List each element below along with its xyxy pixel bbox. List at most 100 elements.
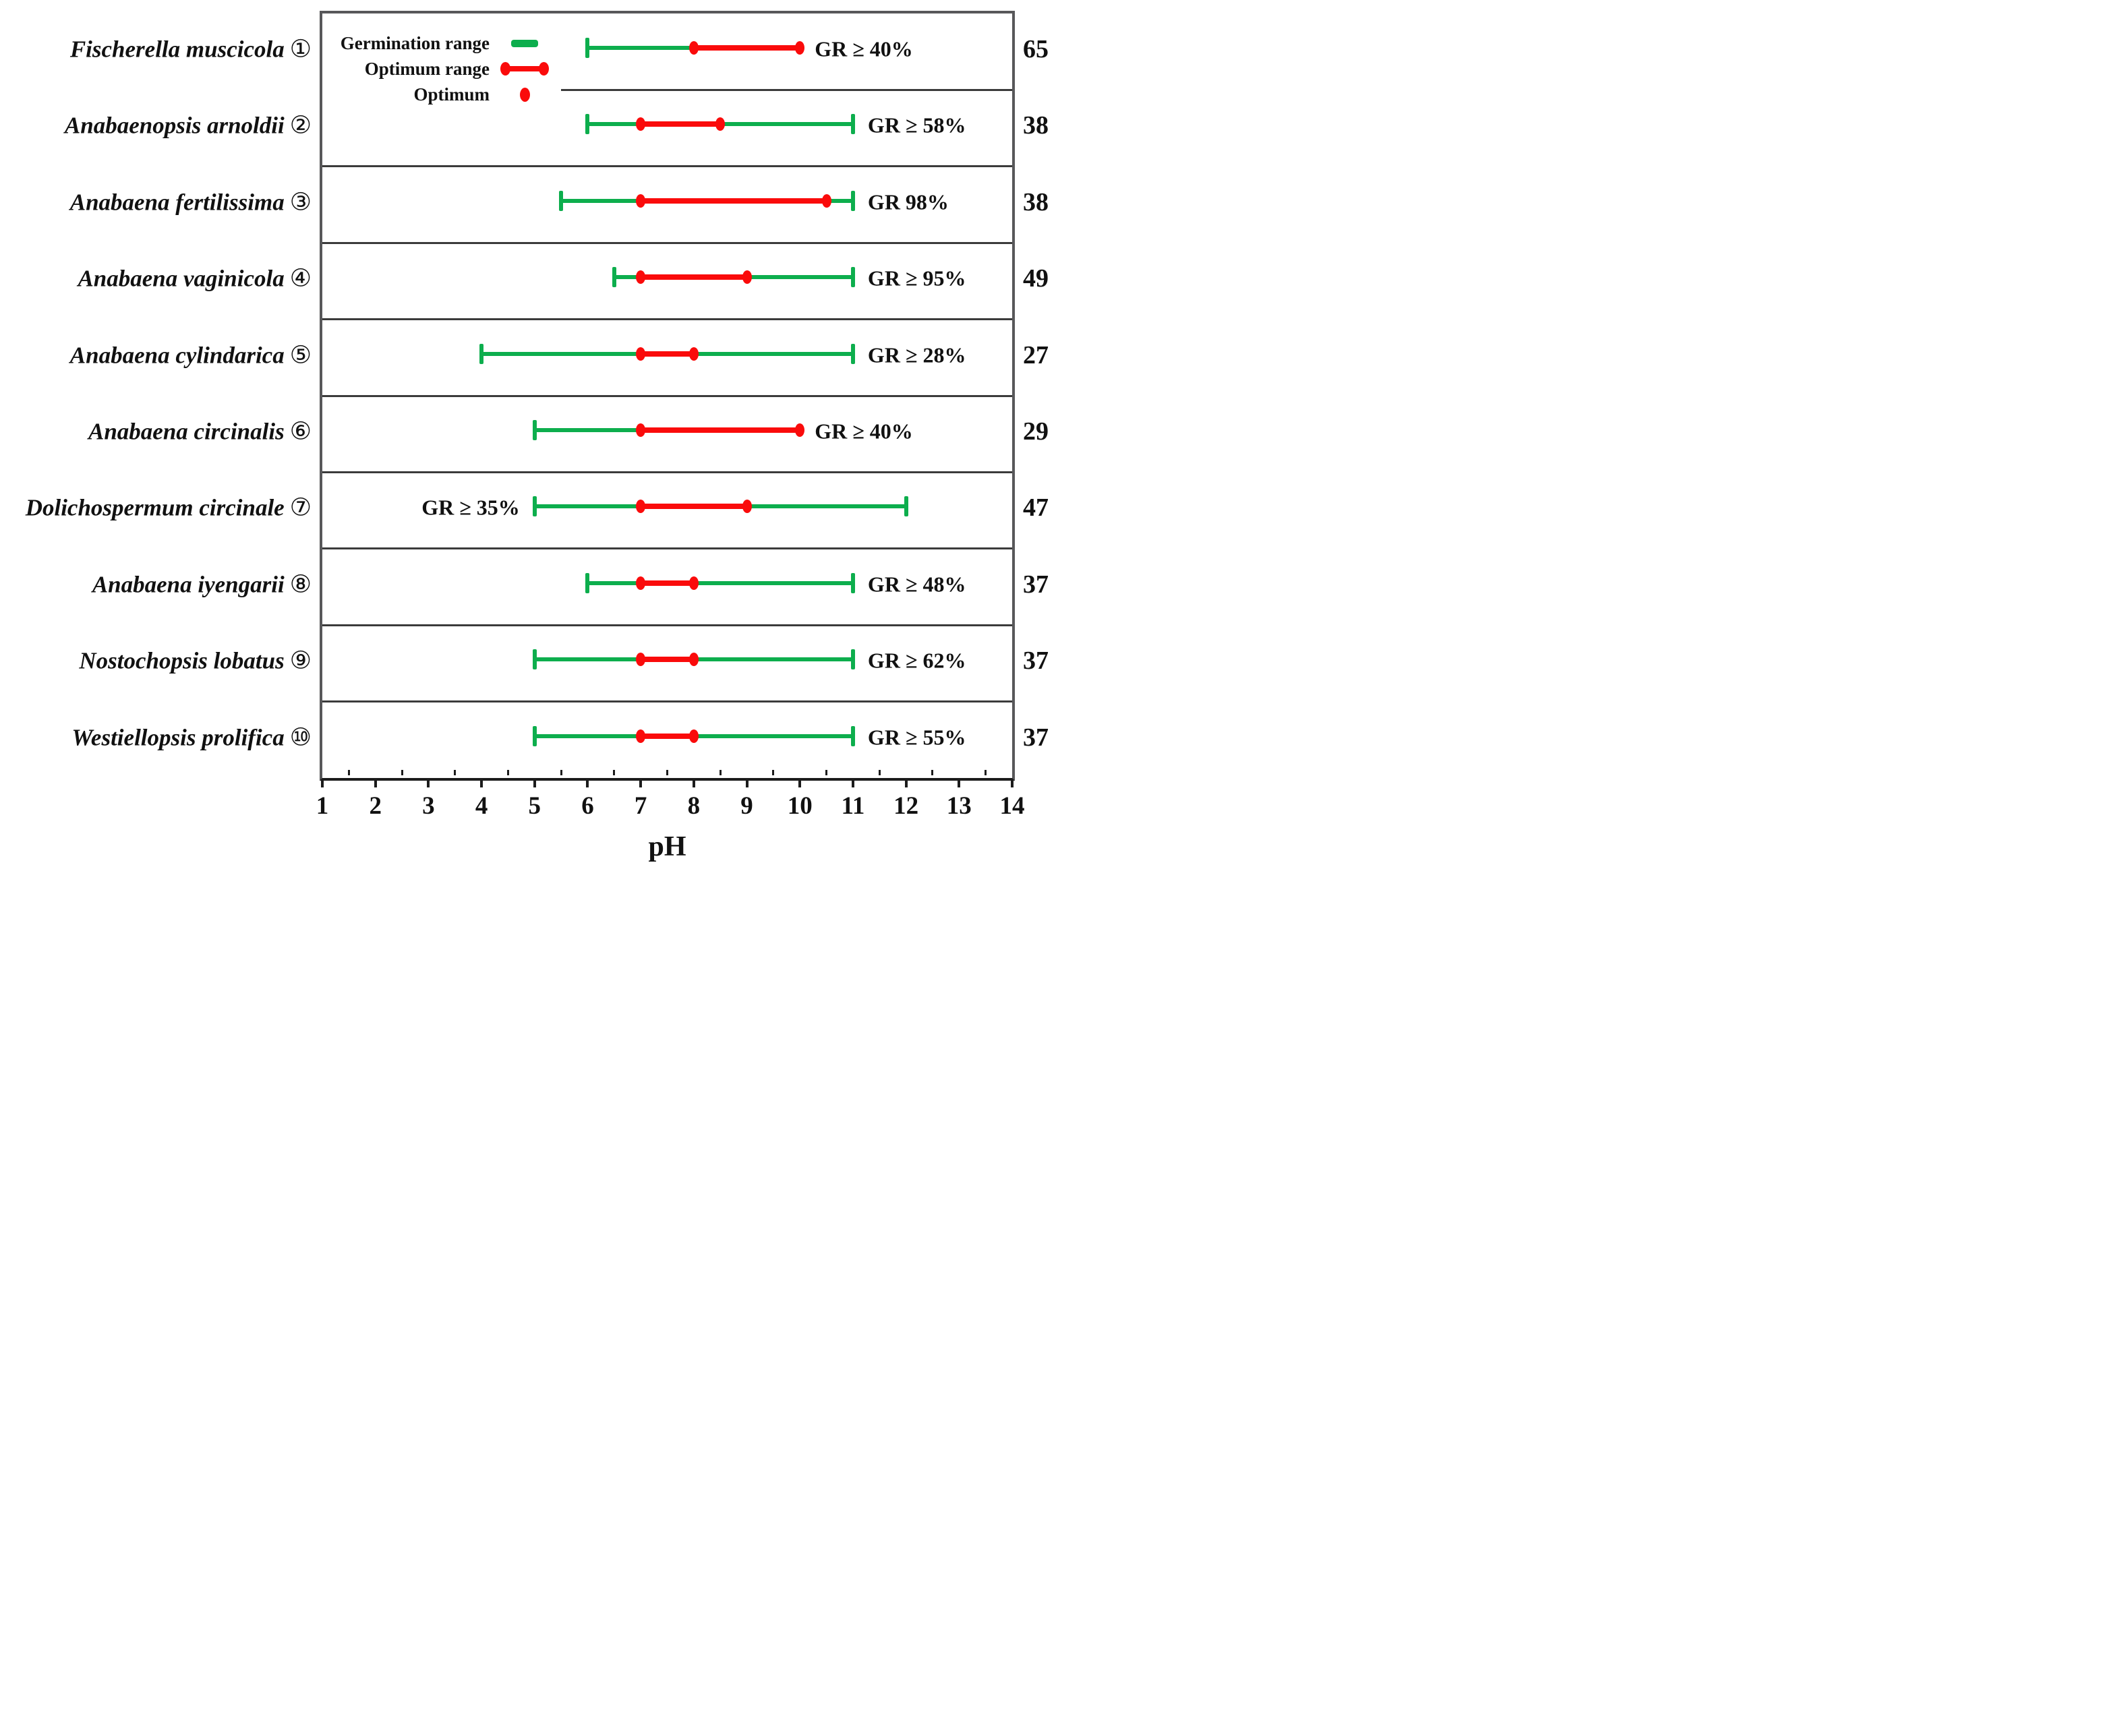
x-major-tick (851, 779, 854, 787)
germination-cap-right (850, 649, 855, 670)
x-minor-tick (506, 770, 509, 775)
species-label: Anabaena vaginicola ④ (4, 265, 312, 293)
species-label: Fischerella muscicola ① (4, 36, 312, 63)
germination-range-bar (587, 580, 853, 585)
x-tick-label: 8 (687, 792, 701, 820)
gr-percentage-label: GR ≥ 62% (867, 648, 966, 673)
optimum-point-min (636, 193, 646, 208)
germination-cap-left (479, 343, 484, 364)
species-number-badge: ③ (289, 188, 312, 216)
species-label: Anabaena fertilissima ③ (4, 188, 312, 216)
germination-cap-right (850, 572, 855, 593)
legend-label: Germination range (340, 32, 490, 53)
ph-range-figure: Germination range Optimum range Optimum GR… (0, 0, 1057, 868)
x-minor-tick (560, 770, 562, 775)
right-value: 49 (1023, 264, 1049, 293)
optimum-range-swatch-dot-right (539, 62, 549, 76)
optimum-point-max (688, 347, 699, 361)
gr-percentage-label: GR ≥ 28% (867, 342, 966, 367)
optimum-range-bar (641, 504, 747, 510)
x-major-tick (321, 779, 324, 787)
optimum-range-bar (641, 657, 694, 663)
optimum-range-bar (641, 733, 694, 739)
germination-cap-left (532, 649, 537, 670)
x-tick-label: 1 (316, 792, 329, 820)
germination-cap-right (850, 725, 855, 746)
optimum-range-bar (641, 274, 747, 280)
x-major-tick (958, 779, 961, 787)
row-separator (322, 547, 1012, 550)
x-major-tick (745, 779, 748, 787)
right-value: 47 (1023, 493, 1049, 522)
x-minor-tick (878, 770, 881, 775)
right-value: 29 (1023, 417, 1049, 446)
species-number-badge: ② (289, 111, 312, 140)
optimum-point-min (636, 270, 646, 285)
legend-swatch-red-dot (499, 84, 550, 104)
species-label: Anabaena iyengarii ⑧ (4, 570, 312, 598)
optimum-range-bar (641, 121, 721, 127)
species-number-badge: ⑦ (289, 493, 312, 522)
x-major-tick (533, 779, 536, 787)
right-value: 37 (1023, 723, 1049, 752)
x-tick-label: 7 (634, 792, 647, 820)
x-minor-tick (347, 770, 350, 775)
germination-cap-left (585, 572, 590, 593)
x-tick-label: 12 (893, 792, 919, 820)
x-minor-tick (931, 770, 934, 775)
species-name: Anabaenopsis arnoldii (64, 112, 285, 139)
germination-cap-left (585, 38, 590, 59)
optimum-point-max (688, 729, 699, 743)
legend-swatch-red-range (499, 59, 550, 79)
gr-percentage-label: GR ≥ 95% (867, 266, 966, 291)
optimum-range-bar (641, 351, 694, 357)
legend-item: Optimum range (328, 54, 550, 84)
x-major-tick (374, 779, 377, 787)
x-major-tick (639, 779, 643, 787)
optimum-point-max (742, 270, 752, 285)
optimum-point-min (636, 347, 646, 361)
row-separator (322, 241, 1012, 244)
species-label: Anabaena cylindarica ⑤ (4, 341, 312, 369)
x-major-tick (1011, 779, 1014, 787)
x-tick-label: 9 (740, 792, 753, 820)
x-minor-tick (666, 770, 668, 775)
legend-label: Optimum (413, 84, 490, 104)
x-minor-tick (985, 770, 987, 775)
right-value: 37 (1023, 570, 1049, 599)
species-number-badge: ⑤ (289, 341, 312, 369)
optimum-point-min (636, 423, 646, 438)
x-major-tick (798, 779, 802, 787)
optimum-point-max (688, 576, 699, 590)
right-value: 37 (1023, 647, 1049, 676)
species-number-badge: ⑥ (289, 417, 312, 446)
x-minor-tick (825, 770, 828, 775)
germination-cap-right (904, 496, 908, 517)
gr-percentage-label: GR ≥ 40% (815, 419, 913, 444)
species-name: Anabaena iyengarii (92, 571, 285, 598)
optimum-range-bar (641, 198, 827, 204)
legend-item: Germination range (328, 28, 550, 58)
gr-percentage-label: GR ≥ 35% (421, 495, 520, 520)
species-name: Dolichospermum circinale (25, 494, 285, 521)
right-value: 38 (1023, 111, 1049, 140)
germination-cap-right (850, 267, 855, 288)
species-name: Anabaena fertilissima (69, 189, 285, 216)
germination-cap-right (850, 190, 855, 211)
optimum-point-min (636, 653, 646, 667)
optimum-dot-swatch-icon (519, 87, 530, 102)
species-name: Westiellopsis prolifica (71, 724, 285, 751)
x-major-tick (692, 779, 695, 787)
row-separator (322, 318, 1012, 321)
germination-cap-left (532, 420, 537, 441)
row-separator (322, 165, 1012, 168)
x-tick-label: 14 (999, 792, 1025, 820)
optimum-point-max (795, 423, 805, 438)
x-major-tick (904, 779, 908, 787)
germination-cap-left (559, 190, 564, 211)
species-name: Anabaena circinalis (88, 418, 285, 445)
x-tick-label: 11 (841, 792, 865, 820)
optimum-range-swatch-dot-left (500, 62, 510, 76)
x-major-tick (480, 779, 483, 787)
species-label: Dolichospermum circinale ⑦ (4, 494, 312, 522)
